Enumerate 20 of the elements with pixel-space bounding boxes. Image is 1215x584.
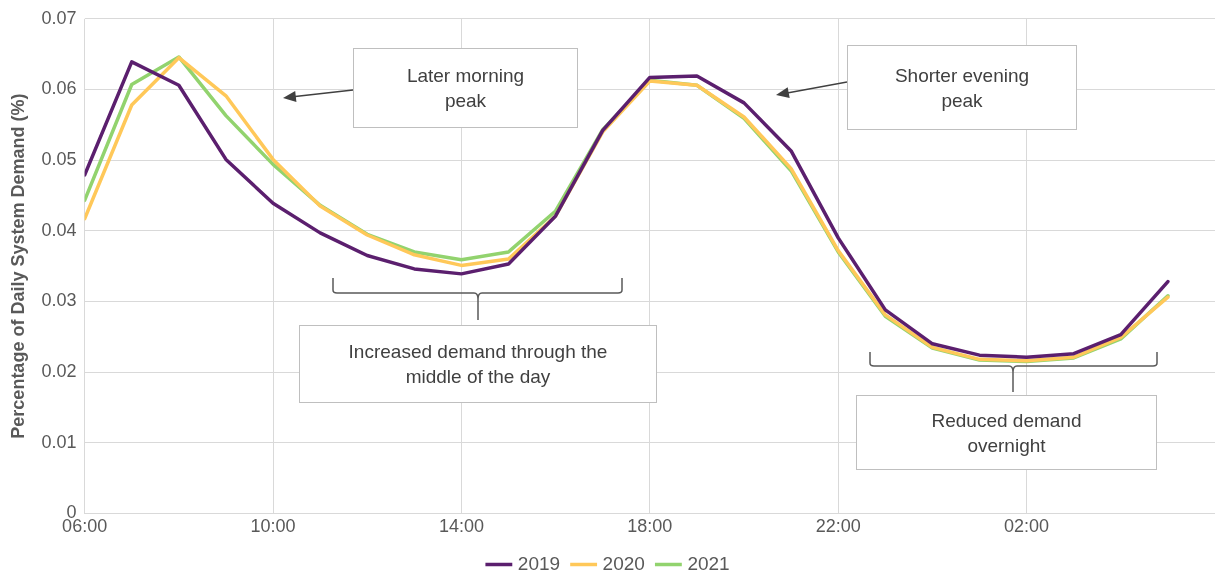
callout-box: Reduced demand overnight: [856, 395, 1157, 470]
y-tick-label: 0.07: [41, 7, 77, 28]
x-tick-label: 10:00: [250, 516, 296, 537]
y-tick-label: 0.05: [41, 149, 77, 170]
callout-box: Shorter evening peak: [847, 45, 1077, 130]
y-tick-label: 0.06: [41, 78, 77, 99]
x-tick-label: 18:00: [627, 516, 673, 537]
callout-box: Increased demand through the middle of the day: [299, 325, 657, 403]
y-axis-title: Percentage of Daily System Demand (%): [7, 93, 28, 439]
legend-label: 2021: [687, 552, 730, 574]
x-tick-label: 14:00: [438, 516, 484, 537]
y-tick-label: 0.04: [41, 219, 77, 240]
legend-label: 2020: [602, 552, 645, 574]
y-tick-label: 0.02: [41, 361, 77, 382]
y-tick-label: 0.01: [41, 431, 77, 452]
y-tick-label: 0.03: [41, 290, 77, 311]
x-tick-label: 02:00: [1004, 516, 1050, 537]
callout-box: Later morning peak: [353, 48, 578, 128]
x-tick-label: 22:00: [815, 516, 861, 537]
legend-label: 2019: [517, 552, 561, 574]
